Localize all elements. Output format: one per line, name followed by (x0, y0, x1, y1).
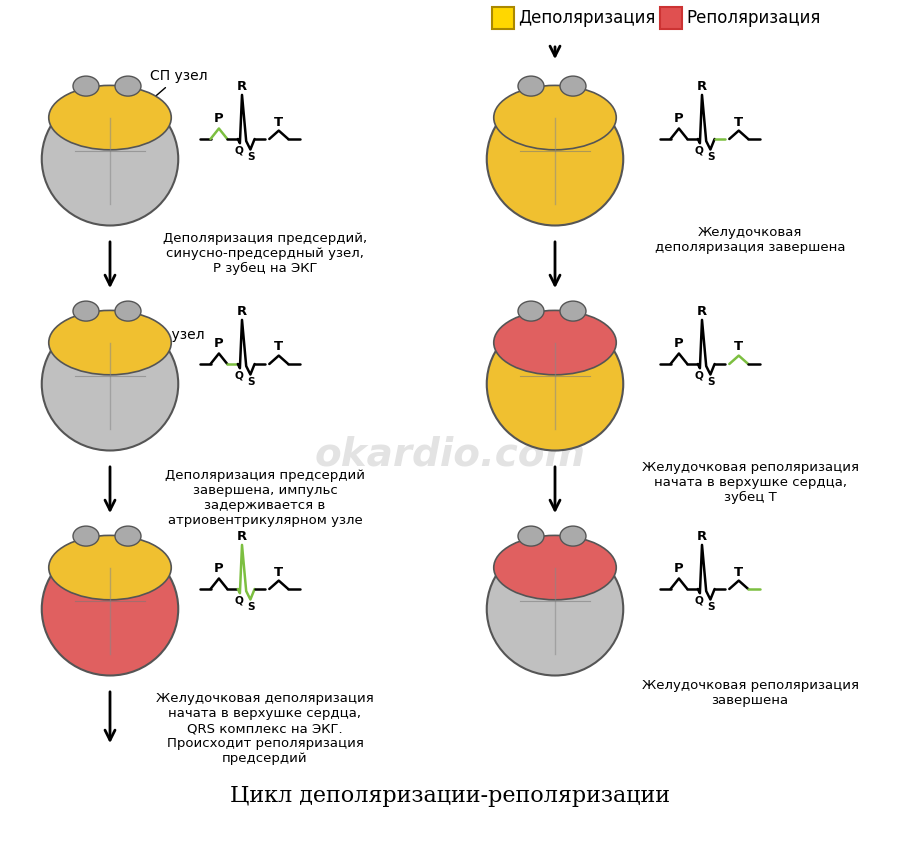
Text: S: S (707, 152, 716, 161)
Text: R: R (237, 530, 248, 543)
Text: T: T (274, 340, 284, 354)
Text: R: R (237, 305, 248, 318)
Text: P: P (674, 338, 684, 350)
Ellipse shape (487, 93, 623, 225)
Bar (492, 7, 514, 29)
Ellipse shape (560, 76, 586, 96)
Text: Q: Q (695, 595, 703, 605)
Text: Желудочковая реполяризация
завершена: Желудочковая реполяризация завершена (642, 679, 859, 707)
Bar (660, 7, 682, 29)
Text: T: T (274, 116, 284, 128)
Text: S: S (248, 602, 256, 612)
Text: P: P (674, 112, 684, 126)
Ellipse shape (494, 311, 616, 375)
Text: S: S (248, 376, 256, 387)
Text: okardio.com: okardio.com (314, 435, 586, 473)
Ellipse shape (487, 543, 623, 675)
Text: Желудочковая
деполяризация завершена: Желудочковая деполяризация завершена (655, 226, 845, 254)
Ellipse shape (41, 317, 178, 451)
Ellipse shape (115, 301, 141, 321)
Text: Деполяризация предсердий,
синусно-предсердный узел,
Р зубец на ЭКГ: Деполяризация предсердий, синусно-предсе… (163, 232, 367, 275)
Ellipse shape (518, 526, 544, 546)
Ellipse shape (518, 76, 544, 96)
Text: Q: Q (695, 371, 703, 381)
Text: P: P (214, 112, 224, 126)
Text: СП узел: СП узел (144, 69, 208, 106)
Text: Деполяризация предсердий
завершена, импульс
задерживается в
атриовентрикулярном : Деполяризация предсердий завершена, импу… (165, 469, 365, 527)
Ellipse shape (41, 93, 178, 225)
Ellipse shape (115, 76, 141, 96)
Text: R: R (237, 80, 248, 93)
Ellipse shape (494, 85, 616, 149)
Text: P: P (214, 562, 224, 576)
Text: Q: Q (234, 145, 243, 155)
Text: R: R (697, 530, 707, 543)
Ellipse shape (49, 535, 171, 600)
Text: R: R (697, 305, 707, 318)
Text: T: T (274, 565, 284, 578)
Text: АВ узел: АВ узел (140, 328, 204, 365)
Text: P: P (674, 562, 684, 576)
Ellipse shape (73, 76, 99, 96)
Ellipse shape (41, 543, 178, 675)
Ellipse shape (494, 535, 616, 600)
Text: Q: Q (234, 595, 243, 605)
Text: S: S (707, 602, 716, 612)
Text: S: S (248, 152, 256, 161)
Text: Q: Q (695, 145, 703, 155)
Text: Желудочковая реполяризация
начата в верхушке сердца,
зубец Т: Желудочковая реполяризация начата в верх… (642, 461, 859, 504)
Ellipse shape (560, 526, 586, 546)
Ellipse shape (49, 311, 171, 375)
Ellipse shape (560, 301, 586, 321)
Text: Цикл деполяризации-реполяризации: Цикл деполяризации-реполяризации (230, 785, 670, 807)
Text: T: T (734, 565, 743, 578)
Text: R: R (697, 80, 707, 93)
Text: Желудочковая деполяризация
начата в верхушке сердца,
QRS комплекс на ЭКГ.
Происх: Желудочковая деполяризация начата в верх… (156, 692, 374, 765)
Ellipse shape (73, 526, 99, 546)
Ellipse shape (487, 317, 623, 451)
Text: Q: Q (234, 371, 243, 381)
Ellipse shape (115, 526, 141, 546)
Ellipse shape (518, 301, 544, 321)
Text: Деполяризация: Деполяризация (518, 9, 655, 27)
Text: P: P (214, 338, 224, 350)
Text: T: T (734, 340, 743, 354)
Text: T: T (734, 116, 743, 128)
Ellipse shape (73, 301, 99, 321)
Text: Реполяризация: Реполяризация (686, 9, 821, 27)
Ellipse shape (49, 85, 171, 149)
Text: S: S (707, 376, 716, 387)
